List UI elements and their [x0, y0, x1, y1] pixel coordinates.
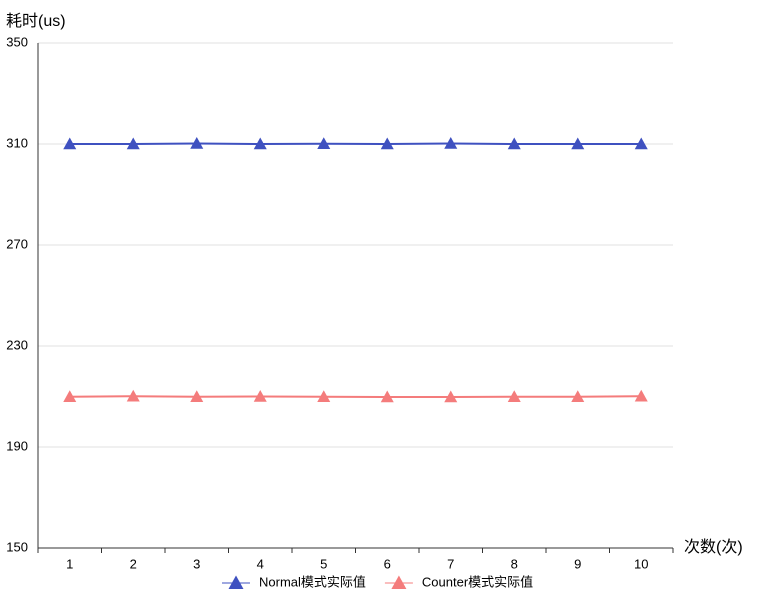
legend-label: Counter模式实际值	[422, 574, 533, 589]
point-marker	[507, 137, 521, 150]
x-axis-label: 次数(次)	[684, 538, 743, 556]
point-marker	[507, 390, 521, 402]
x-tick-label: 4	[257, 556, 264, 571]
x-tick-label: 2	[130, 556, 137, 571]
x-tick-label: 8	[511, 556, 518, 571]
point-marker	[253, 137, 267, 150]
y-axis-label: 耗时(us)	[6, 12, 66, 30]
point-marker	[63, 390, 77, 402]
point-marker	[634, 137, 648, 150]
x-tick-label: 6	[384, 556, 391, 571]
legend-label: Normal模式实际值	[259, 574, 366, 589]
x-tick-label: 7	[447, 556, 454, 571]
point-marker	[253, 390, 267, 402]
point-marker	[380, 390, 394, 403]
y-tick-label: 230	[6, 337, 28, 352]
y-tick-label: 310	[6, 135, 28, 150]
x-tick-label: 9	[574, 556, 581, 571]
y-tick-label: 350	[6, 34, 28, 49]
point-marker	[380, 137, 394, 150]
point-marker	[444, 136, 458, 149]
legend-marker	[228, 575, 244, 589]
x-tick-label: 5	[320, 556, 327, 571]
point-marker	[126, 389, 140, 402]
point-marker	[317, 137, 331, 149]
point-marker	[571, 390, 585, 402]
point-marker	[190, 136, 204, 149]
point-marker	[317, 390, 331, 402]
legend-marker	[391, 575, 407, 589]
series-line	[69, 142, 642, 146]
y-tick-label: 150	[6, 539, 28, 554]
point-marker	[444, 390, 458, 403]
point-marker	[634, 389, 648, 402]
point-marker	[126, 137, 140, 150]
point-marker	[190, 390, 204, 402]
x-tick-label: 1	[66, 556, 73, 571]
point-marker	[571, 137, 585, 150]
point-marker	[63, 137, 77, 150]
series-line	[69, 395, 642, 399]
x-tick-label: 3	[193, 556, 200, 571]
x-tick-label: 10	[634, 556, 648, 571]
y-tick-label: 270	[6, 236, 28, 251]
y-tick-label: 190	[6, 438, 28, 453]
